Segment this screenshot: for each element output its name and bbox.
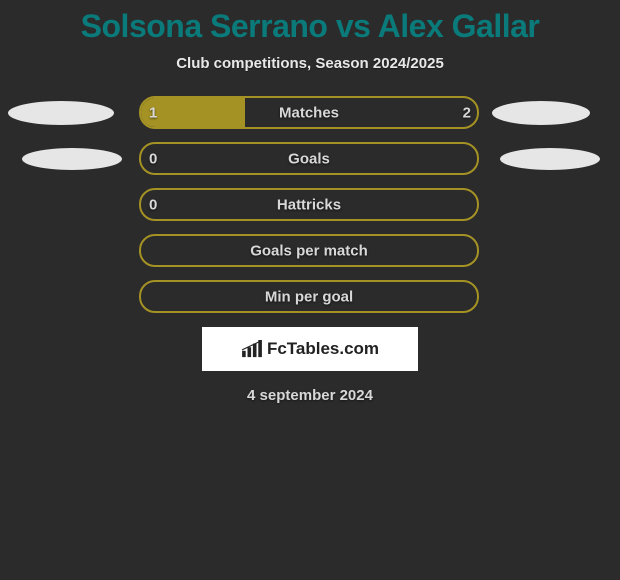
bar-container [139,188,479,221]
subtitle: Club competitions, Season 2024/2025 [0,55,620,72]
date-text: 4 september 2024 [0,387,620,404]
stat-row: Goals per match [0,234,620,267]
stat-row: Matches12 [0,96,620,129]
comparison-chart: Matches12 Goals0 Hattricks0 Goals per match… [0,96,620,313]
bar-chart-icon [241,340,263,358]
bar-fill-left [141,98,245,127]
bar-container [139,96,479,129]
right-ellipse [500,148,600,170]
left-ellipse [22,148,122,170]
page-title: Solsona Serrano vs Alex Gallar [0,0,620,45]
stat-row: Goals0 [0,142,620,175]
logo-box: FcTables.com [202,327,418,371]
bar-container [139,234,479,267]
bar-container [139,142,479,175]
stat-row: Min per goal [0,280,620,313]
left-ellipse [8,101,114,125]
right-ellipse [492,101,590,125]
stat-row: Hattricks0 [0,188,620,221]
logo-text: FcTables.com [267,339,379,359]
bar-container [139,280,479,313]
